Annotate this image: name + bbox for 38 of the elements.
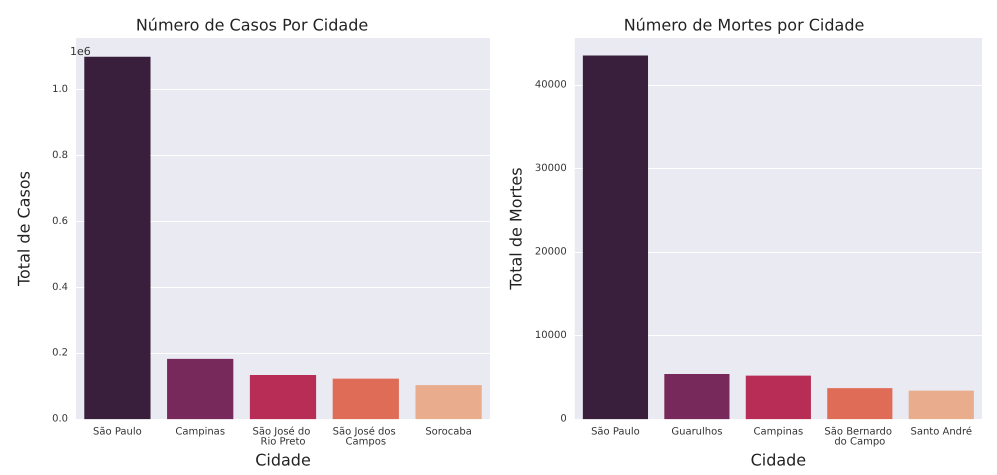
bar bbox=[908, 390, 974, 420]
bar bbox=[250, 374, 316, 420]
bar bbox=[582, 56, 648, 420]
annotation: 1e6 bbox=[70, 45, 91, 58]
x-tick-label: Campinas bbox=[754, 426, 804, 438]
bar bbox=[167, 358, 234, 420]
bar bbox=[332, 378, 399, 420]
y-tick-label: 10000 bbox=[534, 330, 567, 342]
bar bbox=[746, 376, 811, 420]
y-tick-label: 0.2 bbox=[52, 348, 68, 359]
y-tick-label: 0.8 bbox=[52, 150, 68, 162]
y-tick-label: 1.0 bbox=[52, 84, 68, 96]
y-tick-label: 0.6 bbox=[52, 216, 68, 227]
y-tick-label: 30000 bbox=[534, 162, 567, 174]
x-tick-label: São José dos Campos bbox=[332, 426, 399, 448]
y-tick-label: 0.4 bbox=[52, 282, 68, 293]
x-tick-label: São José do Rio Preto bbox=[252, 426, 314, 448]
y-tick-label: 0.0 bbox=[52, 414, 68, 425]
y-tick-label: 20000 bbox=[534, 246, 567, 258]
bar bbox=[827, 388, 892, 420]
y-tick-label: 0 bbox=[560, 414, 567, 425]
y-tick-label: 40000 bbox=[534, 79, 567, 90]
x-tick-label: Santo André bbox=[910, 426, 972, 438]
bar bbox=[415, 385, 482, 420]
x-tick-label: São Paulo bbox=[591, 426, 640, 438]
y-axis-title: Total de Mortes bbox=[506, 167, 526, 291]
bar bbox=[84, 56, 151, 420]
chart-title: Número de Mortes por Cidade bbox=[624, 16, 864, 34]
x-tick-label: São Bernardo do Campo bbox=[824, 426, 896, 448]
chart-title: Número de Casos Por Cidade bbox=[136, 16, 368, 34]
y-axis-title: Total de Casos bbox=[14, 171, 34, 288]
x-axis-title: Cidade bbox=[255, 450, 311, 470]
x-tick-label: São Paulo bbox=[93, 426, 142, 438]
x-tick-label: Campinas bbox=[175, 426, 226, 438]
x-axis-title: Cidade bbox=[750, 450, 806, 470]
x-tick-label: Sorocaba bbox=[425, 426, 472, 438]
x-tick-label: Guarulhos bbox=[671, 426, 722, 438]
bar bbox=[664, 374, 730, 420]
